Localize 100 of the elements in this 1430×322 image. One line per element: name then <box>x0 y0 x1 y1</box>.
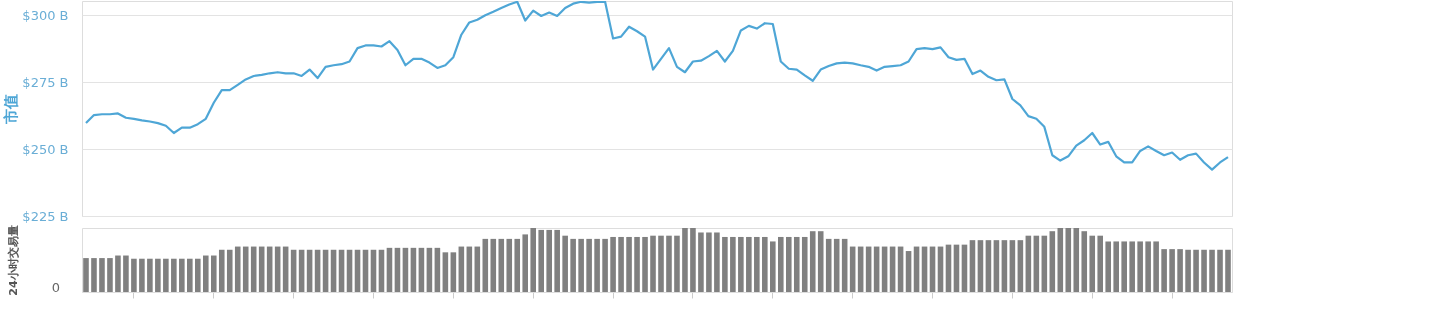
bar <box>171 258 177 292</box>
bar <box>674 235 680 292</box>
bar <box>618 236 624 292</box>
bar <box>218 249 225 292</box>
bar <box>562 235 568 292</box>
bar <box>187 258 193 292</box>
y-tick-label: $275 B <box>22 74 69 90</box>
bar <box>570 238 576 292</box>
bar <box>658 235 664 292</box>
bar <box>793 236 800 292</box>
bar <box>682 228 688 292</box>
y-axis-title: 24小时交易量 <box>6 225 20 296</box>
bar <box>91 258 97 292</box>
bar <box>538 229 544 292</box>
bar <box>490 238 497 292</box>
bar <box>1049 231 1056 292</box>
bar <box>226 249 233 292</box>
bar <box>107 258 113 292</box>
bar <box>602 238 608 292</box>
bar <box>1081 231 1088 292</box>
bar <box>1169 249 1175 292</box>
bar <box>1161 249 1167 292</box>
bar <box>163 258 169 292</box>
bar <box>985 240 992 292</box>
bar <box>554 229 560 292</box>
bar <box>1145 241 1151 292</box>
bar <box>442 252 449 292</box>
bar <box>115 255 121 292</box>
bar <box>139 258 145 292</box>
bar <box>738 236 744 292</box>
bar <box>722 236 728 292</box>
y-tick-label: $250 B <box>22 141 69 157</box>
bar <box>242 246 249 292</box>
bar <box>1185 249 1191 292</box>
bar <box>514 238 521 292</box>
bar <box>634 236 640 292</box>
bar <box>1225 249 1231 292</box>
bar <box>594 238 600 292</box>
bar <box>1217 249 1223 292</box>
bar <box>777 236 784 292</box>
bar <box>1065 228 1072 292</box>
bar <box>1097 235 1104 292</box>
bar <box>155 258 161 292</box>
bar <box>147 258 153 292</box>
bar <box>809 231 816 292</box>
bar <box>234 246 241 292</box>
bar <box>642 236 648 292</box>
bar <box>1153 241 1159 292</box>
bar <box>905 251 912 292</box>
bar <box>746 236 752 292</box>
bar <box>1137 241 1143 292</box>
bar <box>450 252 457 292</box>
bar <box>1105 241 1112 292</box>
bar <box>195 258 201 292</box>
bar <box>522 234 529 292</box>
bar <box>578 238 584 292</box>
bar <box>1121 241 1127 292</box>
bar <box>730 236 736 292</box>
bar <box>498 238 505 292</box>
bar <box>586 238 592 292</box>
bar <box>1017 240 1024 292</box>
bar <box>754 236 760 292</box>
bar <box>785 236 792 292</box>
bar <box>1089 235 1096 292</box>
bar <box>714 232 720 292</box>
bar <box>762 236 768 292</box>
text: 0 <box>51 280 60 295</box>
bar <box>506 238 513 292</box>
bar <box>801 236 808 292</box>
y-tick-label: $225 B <box>22 208 69 224</box>
bar <box>1073 228 1080 292</box>
bar <box>969 240 976 292</box>
bar <box>546 229 552 292</box>
bar <box>1113 241 1119 292</box>
y-tick-label: $300 B <box>22 7 69 23</box>
bar <box>650 235 656 292</box>
bar <box>179 258 185 292</box>
bar <box>202 255 209 292</box>
bar <box>1009 240 1016 292</box>
bar <box>706 232 712 292</box>
bar <box>1209 249 1215 292</box>
line-series <box>84 1 1230 171</box>
bar <box>99 258 105 292</box>
bar <box>1001 240 1008 292</box>
bar <box>817 231 824 292</box>
y-axis-title: 市值 <box>1 94 20 125</box>
bar <box>977 240 984 292</box>
bar <box>993 240 1000 292</box>
bar <box>131 258 137 292</box>
bar <box>1129 241 1135 292</box>
bar <box>1193 249 1199 292</box>
bar <box>666 235 672 292</box>
bar <box>690 228 696 292</box>
bar <box>770 241 776 292</box>
bar <box>210 255 217 292</box>
bar <box>626 236 632 292</box>
bar <box>698 232 704 292</box>
bar <box>530 228 537 292</box>
bar <box>1177 249 1183 292</box>
bar <box>610 236 616 292</box>
